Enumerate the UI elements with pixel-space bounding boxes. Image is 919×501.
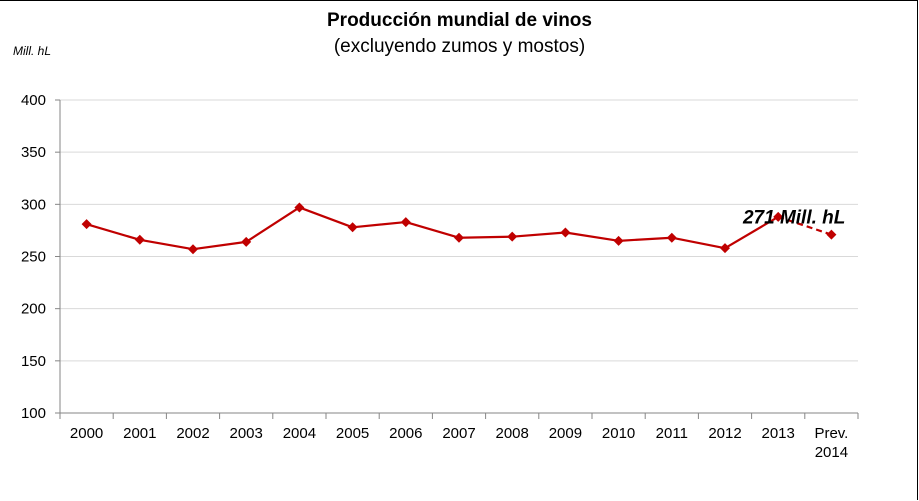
x-tick-label: 2010 [602, 425, 635, 442]
data-point-prev.-2014 [826, 229, 837, 240]
data-point-2012 [720, 243, 730, 254]
data-point-2011 [666, 232, 677, 243]
x-tick-label: 2000 [70, 425, 103, 442]
y-tick-label: 150 [21, 353, 46, 370]
axis-layer [55, 99, 859, 419]
x-tick-label: 2003 [230, 425, 263, 442]
y-tick-label: 300 [21, 196, 46, 213]
x-tick-label: 2006 [389, 425, 422, 442]
data-point-2013 [773, 211, 784, 222]
series-line [86, 206, 779, 251]
callout-label: 271 Mill. hL [742, 208, 845, 229]
label-layer: 100 150 200 250 300 350 400 2000 2001 2002 2003 200… [21, 92, 848, 461]
data-point-2006 [400, 217, 411, 228]
data-point-2009 [560, 227, 571, 238]
y-axis-unit-label: Mill. hL [13, 44, 52, 58]
grid-layer [60, 99, 858, 362]
data-point-2000 [81, 219, 92, 230]
y-tick-label: 200 [21, 301, 46, 318]
x-tick-label: 2004 [283, 425, 316, 442]
data-point-2005 [347, 222, 358, 233]
chart-subtitle: (excluyendo zumos y mostos) [333, 36, 586, 57]
x-tick-label: 2011 [656, 425, 688, 442]
data-point-2010 [613, 235, 624, 246]
data-point-2002 [188, 244, 198, 255]
data-point-2008 [507, 231, 518, 242]
x-tick-label: 2007 [442, 425, 475, 442]
data-point-2001 [134, 234, 145, 245]
chart-title: Producción mundial de vinos [327, 10, 592, 31]
y-tick-label: 350 [21, 144, 46, 161]
series-layer [81, 202, 837, 255]
y-tick-label: 400 [21, 92, 46, 109]
y-tick-label: 100 [21, 405, 46, 422]
x-tick-label: Prev. [814, 425, 848, 442]
data-point-2003 [241, 236, 252, 247]
x-tick-label: 2009 [549, 425, 582, 442]
x-tick-label: 2012 [708, 425, 741, 442]
x-tick-label: 2002 [176, 425, 209, 442]
x-tick-label: 2013 [762, 425, 795, 442]
y-tick-label: 250 [21, 249, 46, 266]
x-tick-label: 2001 [123, 425, 156, 442]
data-point-2004 [294, 202, 305, 213]
data-point-2007 [454, 232, 464, 243]
x-tick-label: 2014 [815, 444, 848, 461]
x-tick-label: 2008 [496, 425, 529, 442]
x-tick-label: 2005 [336, 425, 369, 442]
